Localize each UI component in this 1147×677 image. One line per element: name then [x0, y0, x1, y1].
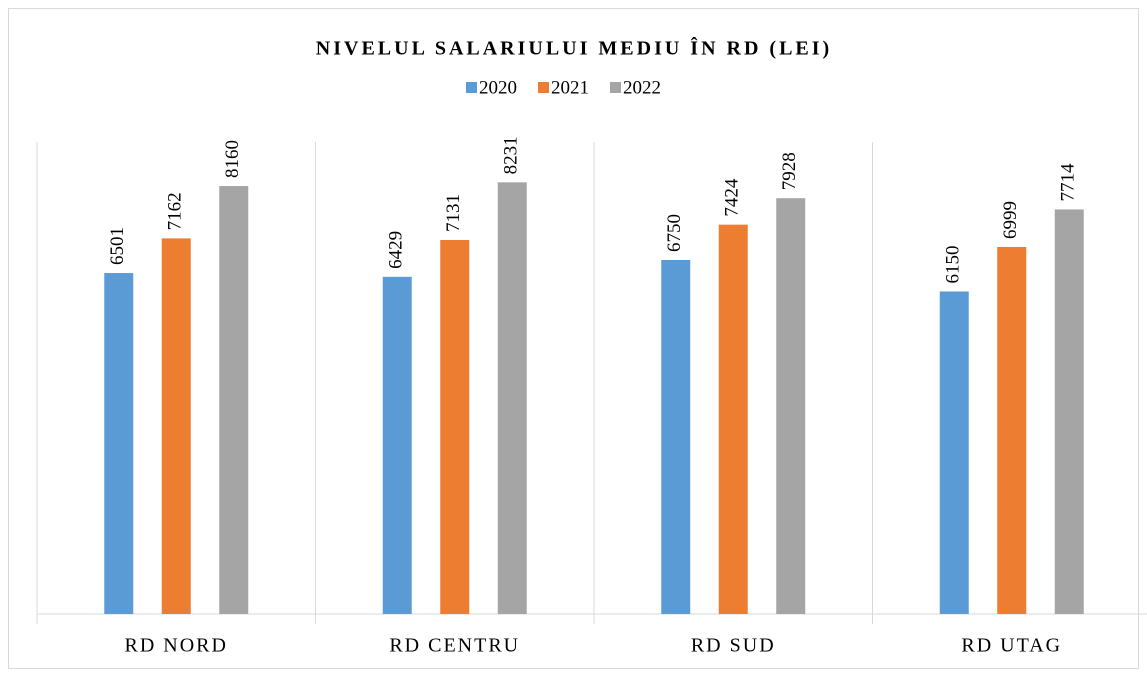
legend-label: 2021 — [551, 77, 589, 98]
x-tick-label: RD UTAG — [961, 635, 1062, 657]
bar — [440, 240, 470, 614]
data-label: 6999 — [1000, 201, 1021, 239]
bar — [776, 198, 806, 614]
chart-title: NIVELUL SALARIULUI MEDIU ÎN RD (LEI) — [316, 36, 832, 60]
bar — [497, 182, 527, 614]
bar — [718, 224, 748, 614]
legend-label: 2022 — [623, 77, 661, 98]
data-label: 6429 — [386, 231, 407, 269]
data-label: 6150 — [943, 245, 964, 283]
data-label: 8231 — [501, 136, 522, 174]
bar — [997, 246, 1027, 614]
data-label: 8160 — [222, 140, 243, 178]
bar — [104, 273, 134, 614]
data-label: 6750 — [664, 214, 685, 252]
bar — [382, 276, 412, 614]
bar — [661, 260, 691, 614]
bar — [161, 238, 191, 614]
bar — [939, 291, 969, 614]
bar — [219, 186, 249, 614]
legend-swatch — [610, 82, 621, 93]
data-label: 7424 — [722, 178, 743, 217]
x-tick-label: RD NORD — [125, 635, 228, 657]
legend-swatch — [466, 82, 477, 93]
data-label: 6501 — [107, 227, 128, 265]
data-label: 7928 — [779, 152, 800, 190]
data-label: 7131 — [443, 194, 464, 232]
x-tick-label: RD SUD — [691, 635, 776, 657]
data-label: 7714 — [1058, 163, 1079, 202]
legend-swatch — [538, 82, 549, 93]
legend-label: 2020 — [479, 77, 517, 98]
bar — [1054, 209, 1084, 615]
x-tick-label: RD CENTRU — [389, 635, 520, 657]
data-label: 7162 — [165, 192, 186, 230]
